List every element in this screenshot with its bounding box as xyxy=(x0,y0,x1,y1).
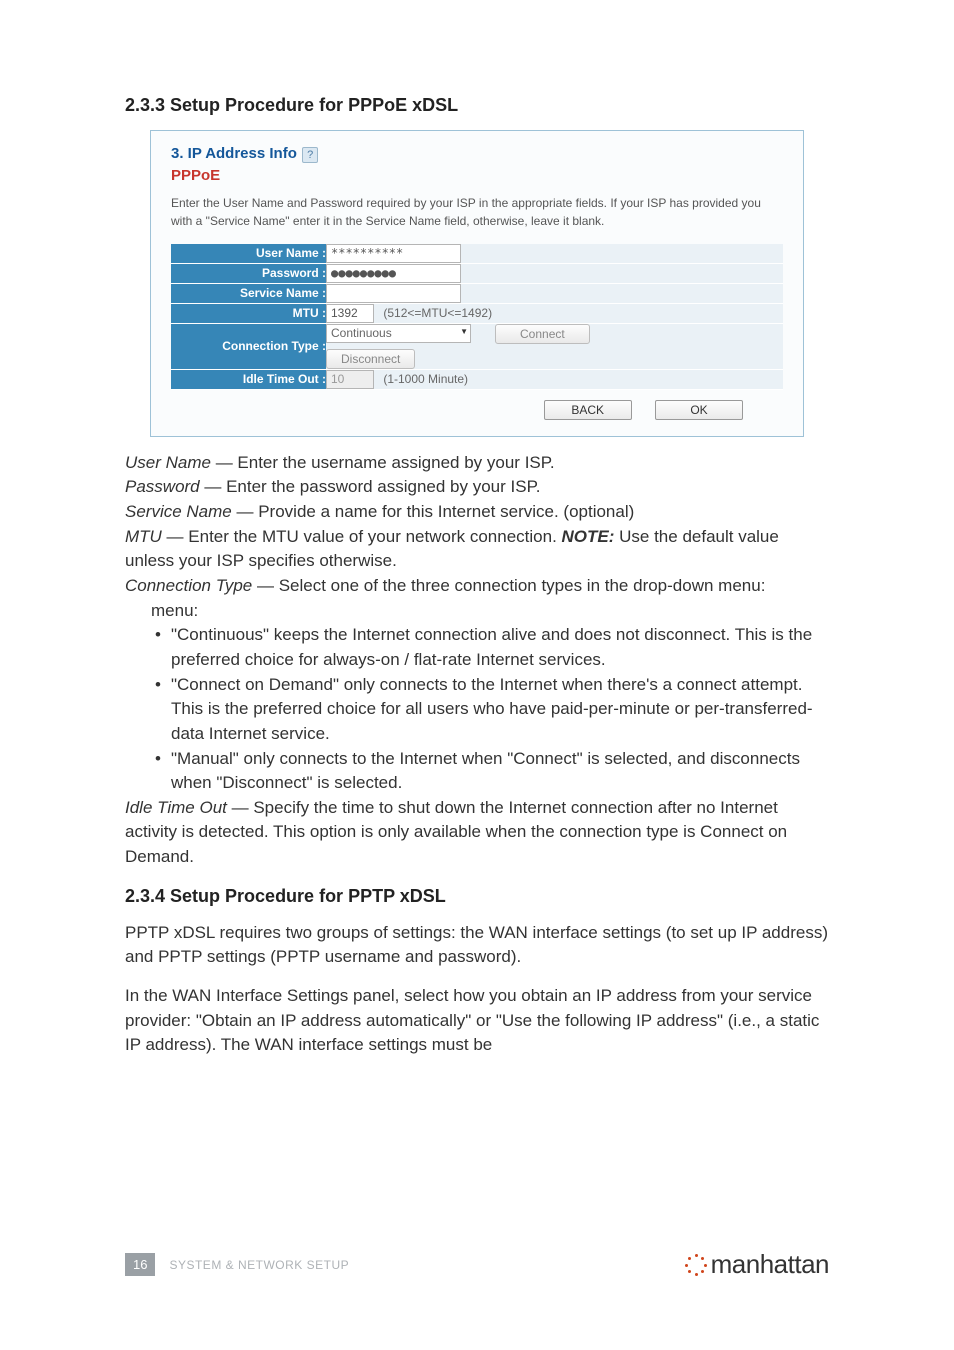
connection-type-select[interactable]: Continuous ▼ xyxy=(326,324,471,343)
footer-section-label: SYSTEM & NETWORK SETUP xyxy=(169,1258,349,1272)
connection-type-label: Connection Type : xyxy=(171,323,326,369)
step-title: 3. IP Address Info xyxy=(171,145,297,162)
conntype-bullets: "Continuous" keeps the Internet connecti… xyxy=(125,623,829,795)
desc-conntype-menu: menu: xyxy=(125,599,829,624)
service-name-label: Service Name : xyxy=(171,283,326,303)
connect-button[interactable]: Connect xyxy=(495,324,590,344)
pppoe-subtitle: PPPoE xyxy=(171,167,783,184)
bullet-manual: "Manual" only connects to the Internet w… xyxy=(157,747,829,796)
pppoe-config-panel: 3. IP Address Info ? PPPoE Enter the Use… xyxy=(150,130,804,437)
section-234-p1: PPTP xDSL requires two groups of setting… xyxy=(125,921,829,970)
panel-button-row: BACK OK xyxy=(171,390,783,422)
desc-conntype-term: Connection Type xyxy=(125,576,252,595)
desc-mtu-term: MTU xyxy=(125,527,162,546)
desc-password-text: — Enter the password assigned by your IS… xyxy=(200,477,541,496)
help-icon[interactable]: ? xyxy=(302,147,318,163)
desc-servicename-text: — Provide a name for this Internet servi… xyxy=(232,502,635,521)
section-234-p2: In the WAN Interface Settings panel, sel… xyxy=(125,984,829,1058)
disconnect-button[interactable]: Disconnect xyxy=(326,349,415,369)
brand-text: manhattan xyxy=(711,1249,829,1280)
chevron-down-icon: ▼ xyxy=(460,327,468,336)
user-name-input[interactable] xyxy=(326,244,461,263)
page-footer: 16 SYSTEM & NETWORK SETUP manhattan xyxy=(125,1249,829,1280)
desc-servicename-term: Service Name xyxy=(125,502,232,521)
back-button[interactable]: BACK xyxy=(544,400,632,420)
desc-password-term: Password xyxy=(125,477,200,496)
desc-idle-term: Idle Time Out xyxy=(125,798,227,817)
section-233-heading: 2.3.3 Setup Procedure for PPPoE xDSL xyxy=(125,95,829,116)
config-form-table: User Name : Password : Service Name : MT… xyxy=(171,244,783,390)
password-input[interactable] xyxy=(326,264,461,283)
desc-username-term: User Name xyxy=(125,453,211,472)
idle-timeout-hint: (1-1000 Minute) xyxy=(383,372,468,386)
service-name-input[interactable] xyxy=(326,284,461,303)
mtu-input[interactable] xyxy=(326,304,374,323)
idle-timeout-label: Idle Time Out : xyxy=(171,369,326,389)
desc-mtu-note-label: NOTE: xyxy=(562,527,615,546)
field-descriptions: User Name — Enter the username assigned … xyxy=(125,451,829,870)
ok-button[interactable]: OK xyxy=(655,400,743,420)
password-label: Password : xyxy=(171,263,326,283)
brand-logo: manhattan xyxy=(685,1249,829,1280)
mtu-hint: (512<=MTU<=1492) xyxy=(383,306,492,320)
idle-timeout-input[interactable] xyxy=(326,370,374,389)
user-name-label: User Name : xyxy=(171,244,326,264)
panel-instructions: Enter the User Name and Password require… xyxy=(171,194,783,230)
desc-username-text: — Enter the username assigned by your IS… xyxy=(211,453,555,472)
section-234-heading: 2.3.4 Setup Procedure for PPTP xDSL xyxy=(125,886,829,907)
brand-dots-icon xyxy=(685,1254,707,1276)
desc-mtu-text: — Enter the MTU value of your network co… xyxy=(162,527,562,546)
page-number: 16 xyxy=(125,1253,155,1276)
mtu-label: MTU : xyxy=(171,303,326,323)
bullet-continuous: "Continuous" keeps the Internet connecti… xyxy=(157,623,829,672)
desc-conntype-text: — Select one of the three connection typ… xyxy=(252,576,765,595)
connection-type-selected: Continuous xyxy=(331,326,392,340)
bullet-connect-on-demand: "Connect on Demand" only connects to the… xyxy=(157,673,829,747)
